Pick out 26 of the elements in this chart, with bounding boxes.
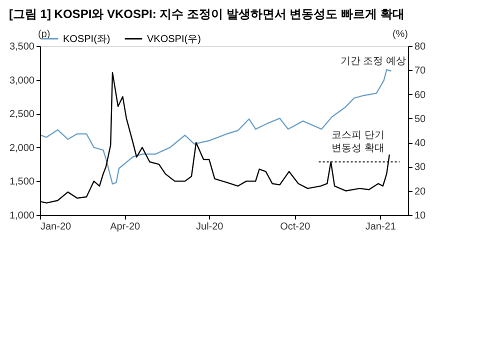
y2-tick-label: 80 [414,42,426,52]
line-series [40,69,392,185]
chart-title: [그림 1] KOSPI와 VKOSPI: 지수 조정이 발생하면서 변동성도 빠르게 확대 [8,7,404,21]
y-tick-label: 3,500 [9,42,35,52]
y-tick-label: 1,500 [9,176,35,188]
x-tick-label: Apr-20 [110,222,141,232]
y2-tick-label: 70 [414,66,426,77]
legend-label: VKOSPI(우) [147,34,201,45]
x-tick-label: Jul-20 [196,222,224,232]
x-tick-label: Jan-21 [365,222,396,232]
y2-tick-label: 40 [414,138,426,150]
y-tick-label: 1,000 [9,210,35,222]
annotation: 코스피 단기 변동성 확대 [332,130,384,154]
y2-axis-title: (%) [392,29,408,40]
y2-tick-label: 20 [414,186,426,198]
legend-label: KOSPI(좌) [63,34,110,45]
x-tick-label: Oct-20 [280,222,311,232]
y2-tick-label: 50 [414,114,426,125]
y-tick-label: 2,500 [9,109,35,120]
annotation: 기간 조정 예상 [340,56,406,67]
y2-tick-label: 60 [414,90,426,101]
y2-tick-label: 10 [414,210,426,222]
y2-tick-label: 30 [414,162,426,174]
y-tick-label: 2,000 [9,142,35,154]
x-tick-label: Jan-20 [40,222,72,232]
y-tick-label: 3,000 [9,75,35,86]
